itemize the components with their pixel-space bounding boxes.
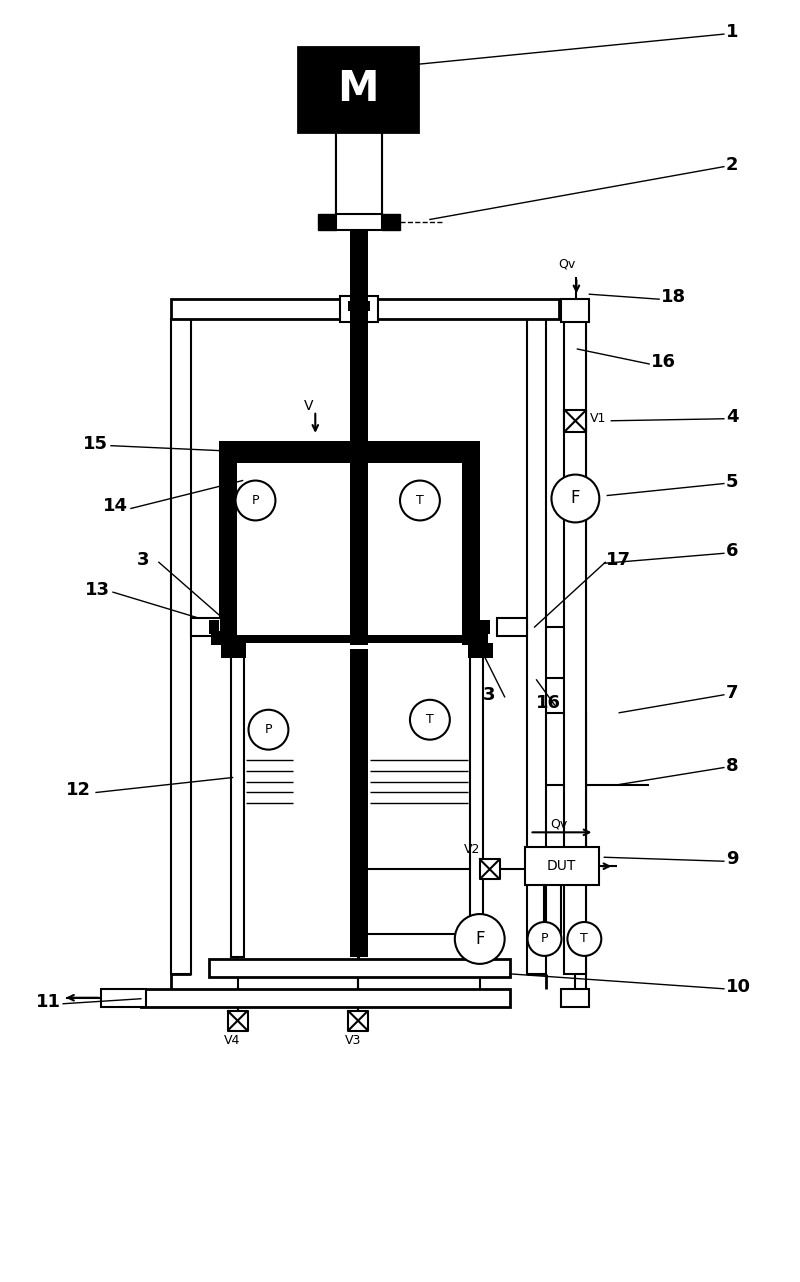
Text: 13: 13 xyxy=(85,581,110,599)
Text: 17: 17 xyxy=(606,551,631,569)
Text: T: T xyxy=(416,494,424,506)
Circle shape xyxy=(410,700,450,740)
Text: 18: 18 xyxy=(661,288,686,306)
Text: Qv: Qv xyxy=(550,818,567,831)
Text: 1: 1 xyxy=(726,23,738,41)
Bar xyxy=(526,319,546,974)
Text: 10: 10 xyxy=(726,978,751,996)
Bar xyxy=(462,631,488,645)
Bar xyxy=(350,231,368,318)
Bar xyxy=(336,214,382,231)
Bar xyxy=(170,299,559,319)
Bar xyxy=(190,618,221,636)
Bar xyxy=(562,299,590,322)
Polygon shape xyxy=(348,1010,368,1031)
Bar xyxy=(209,620,218,635)
Text: 5: 5 xyxy=(726,473,738,491)
Bar xyxy=(468,644,493,658)
Bar xyxy=(565,319,586,974)
Text: M: M xyxy=(338,68,379,110)
Bar xyxy=(210,631,237,645)
Bar xyxy=(350,319,368,645)
Bar xyxy=(218,441,480,463)
Text: 3: 3 xyxy=(482,686,495,704)
Text: P: P xyxy=(541,932,548,945)
Bar xyxy=(348,301,370,312)
Bar xyxy=(340,296,378,322)
Bar xyxy=(170,319,190,974)
Text: 16: 16 xyxy=(651,353,676,370)
Bar xyxy=(382,214,400,231)
Circle shape xyxy=(235,481,275,520)
Text: T: T xyxy=(581,932,588,945)
Bar xyxy=(480,620,490,635)
Bar xyxy=(318,214,336,231)
Circle shape xyxy=(567,922,602,956)
Bar xyxy=(562,988,590,1006)
Text: P: P xyxy=(265,723,272,736)
Text: 14: 14 xyxy=(103,497,128,515)
Text: T: T xyxy=(426,713,434,726)
Bar xyxy=(350,231,368,319)
Text: V: V xyxy=(304,399,314,413)
Polygon shape xyxy=(565,410,586,432)
Text: V2: V2 xyxy=(463,842,480,856)
Text: 16: 16 xyxy=(535,694,561,712)
Bar xyxy=(336,132,382,222)
Text: 7: 7 xyxy=(726,683,738,701)
Text: DUT: DUT xyxy=(546,859,576,873)
Circle shape xyxy=(551,474,599,522)
Text: 6: 6 xyxy=(726,542,738,560)
Text: 12: 12 xyxy=(66,782,91,800)
Bar xyxy=(497,618,526,636)
Text: V1: V1 xyxy=(590,413,606,426)
Text: 4: 4 xyxy=(726,408,738,426)
Bar xyxy=(525,847,599,885)
Polygon shape xyxy=(228,1010,247,1031)
Text: V3: V3 xyxy=(345,1035,362,1047)
Bar xyxy=(221,644,246,658)
Bar xyxy=(298,47,418,132)
Bar xyxy=(209,959,510,977)
Text: F: F xyxy=(570,490,580,508)
Bar xyxy=(230,647,243,956)
Text: V4: V4 xyxy=(224,1035,241,1047)
Bar xyxy=(218,463,237,635)
Bar xyxy=(237,463,462,635)
Bar xyxy=(141,988,510,1006)
Bar xyxy=(101,988,146,1006)
Bar xyxy=(237,635,462,644)
Circle shape xyxy=(249,710,288,750)
Bar xyxy=(350,649,368,956)
Text: Qv: Qv xyxy=(558,258,575,271)
Polygon shape xyxy=(480,859,500,879)
Text: P: P xyxy=(252,494,259,506)
Text: 8: 8 xyxy=(726,756,738,774)
Circle shape xyxy=(455,914,505,964)
Text: 2: 2 xyxy=(726,155,738,173)
Text: 11: 11 xyxy=(36,992,62,1010)
Text: 9: 9 xyxy=(726,850,738,868)
Circle shape xyxy=(527,922,562,956)
Bar xyxy=(462,463,480,635)
Text: 15: 15 xyxy=(83,435,108,453)
Circle shape xyxy=(400,481,440,520)
Text: 3: 3 xyxy=(137,551,150,569)
Bar xyxy=(470,647,482,956)
Text: F: F xyxy=(475,929,485,947)
